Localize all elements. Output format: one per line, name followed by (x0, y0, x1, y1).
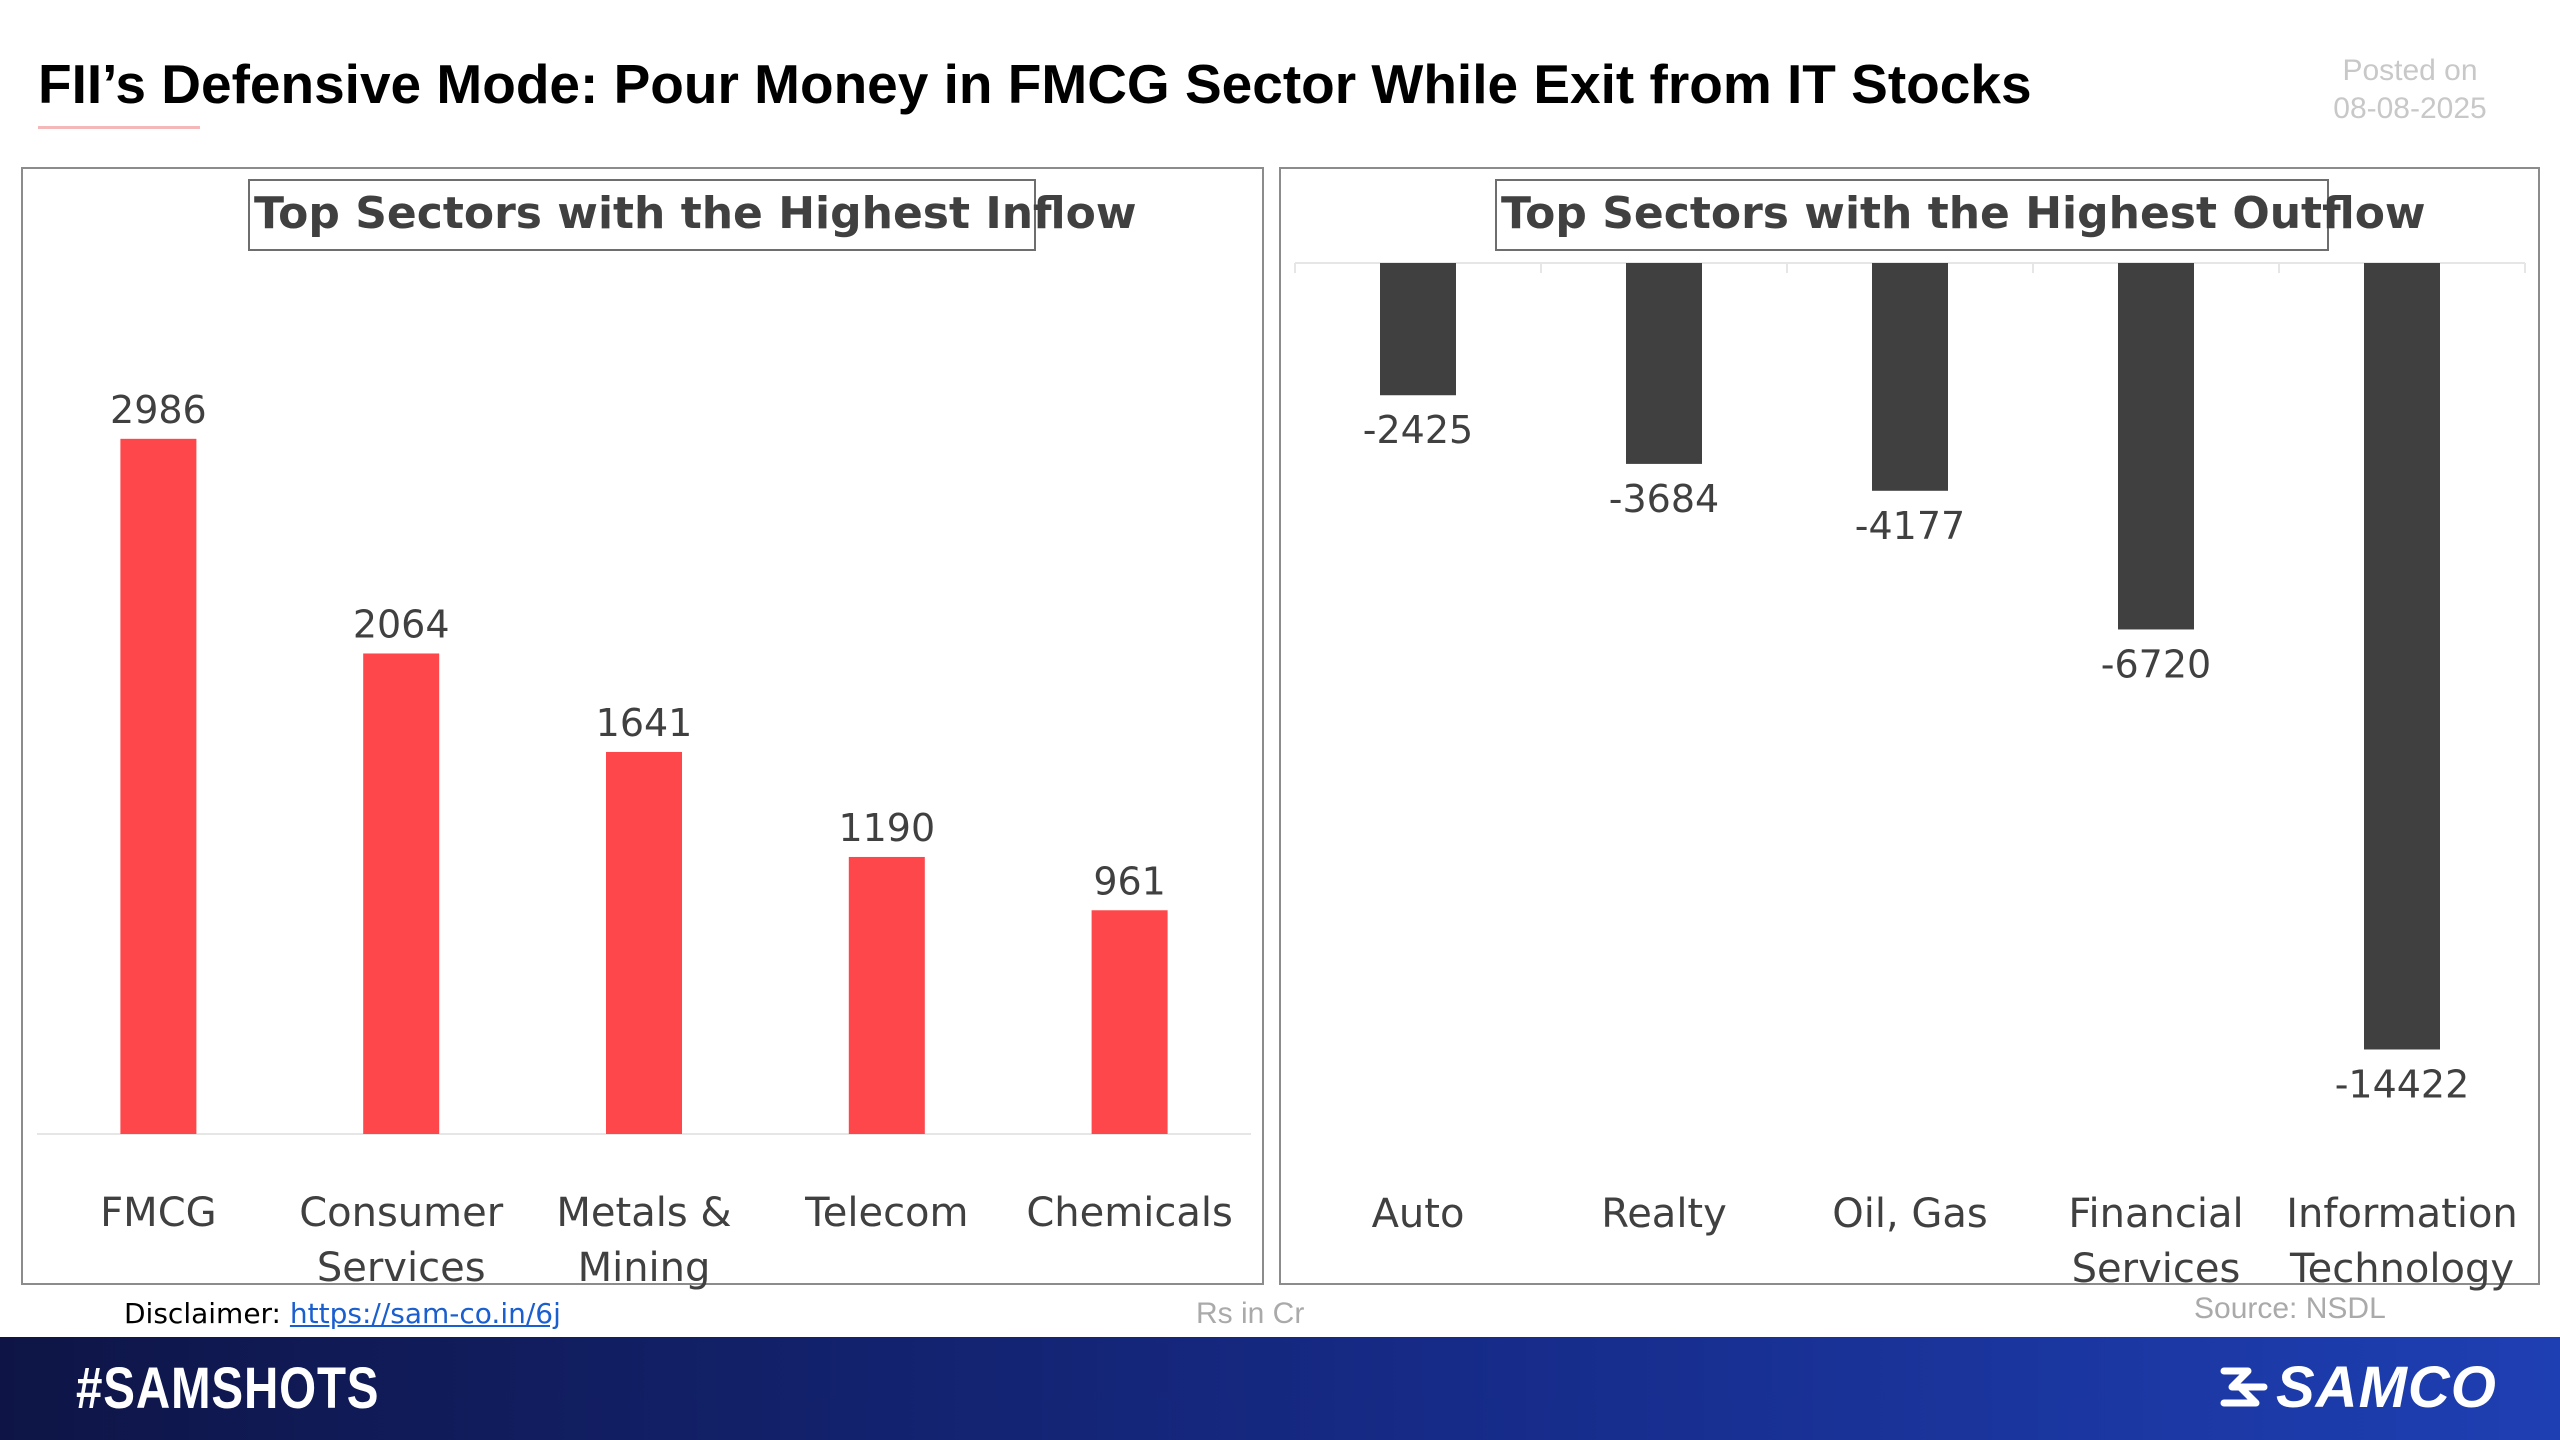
data-label: 2986 (110, 388, 207, 432)
category-label: Oil, Gas (1832, 1191, 1988, 1237)
bar (2118, 263, 2194, 630)
bar (606, 751, 682, 1134)
data-label: -3684 (1609, 477, 1719, 521)
hashtag-label: #SAMSHOTS (76, 1356, 380, 1421)
category-label: Consumer (299, 1190, 504, 1236)
bar (363, 653, 440, 1134)
category-label: Realty (1601, 1191, 1727, 1237)
category-label: Mining (578, 1245, 711, 1291)
bar (848, 856, 925, 1134)
category-label: Telecom (804, 1190, 968, 1236)
category-label: Chemicals (1026, 1190, 1232, 1236)
brand-logo: SAMCO (2218, 1355, 2497, 1420)
footer-bar: #SAMSHOTS SAMCO (0, 1337, 2560, 1440)
data-label: 961 (1093, 859, 1166, 903)
disclaimer-label: Disclaimer: (124, 1297, 281, 1330)
page-title: FII’s Defensive Mode: Pour Money in FMCG… (38, 53, 2032, 115)
category-label: Metals & (556, 1190, 731, 1236)
category-label: FMCG (100, 1190, 216, 1236)
inflow-chart: 2986 FMCG 2064 Consumer Services 1641 Metals &… (37, 388, 1251, 1291)
category-label: Technology (2289, 1246, 2514, 1292)
disclaimer: Disclaimer: https://sam-co.in/6j (124, 1297, 561, 1330)
category-label: Auto (1372, 1191, 1465, 1237)
data-label: 2064 (353, 602, 450, 646)
disclaimer-link[interactable]: https://sam-co.in/6j (289, 1297, 561, 1330)
inflow-chart-panel: Top Sectors with the Highest Inflow 2986… (21, 167, 1264, 1291)
category-label: Services (317, 1245, 486, 1291)
samco-logo-icon (2220, 1367, 2268, 1407)
bar (1091, 910, 1168, 1134)
bar (1626, 263, 1702, 464)
brand-name: SAMCO (2276, 1354, 2497, 1420)
unit-note: Rs in Cr (1196, 1297, 1305, 1330)
posted-label: Posted on (2342, 54, 2478, 87)
outflow-chart: -2425 Auto -3684 Realty -4177 Oil, Gas -6720 Fi… (1294, 262, 2526, 1292)
bar (120, 438, 197, 1134)
data-label: -2425 (1363, 408, 1473, 452)
posted-date: 08-08-2025 (2333, 92, 2487, 125)
bar (1872, 263, 1948, 491)
category-label: Financial (2068, 1191, 2243, 1237)
category-label: Services (2072, 1246, 2241, 1292)
outflow-chart-title: Top Sectors with the Highest Outflow (1495, 179, 2426, 251)
data-label: -4177 (1855, 504, 1965, 548)
data-label: 1190 (838, 806, 935, 850)
data-label: 1641 (596, 701, 693, 745)
outflow-chart-panel: Top Sectors with the Highest Outflow -24… (1279, 167, 2540, 1292)
category-label: Information (2286, 1191, 2518, 1237)
bar (1380, 263, 1456, 396)
data-label: -14422 (2335, 1062, 2470, 1106)
inflow-chart-title: Top Sectors with the Highest Inflow (248, 179, 1137, 251)
posted-info: Posted on 08-08-2025 (2300, 52, 2520, 128)
data-label: -6720 (2101, 642, 2211, 686)
source-note: Source: NSDL (2194, 1292, 2386, 1325)
bar (2364, 263, 2440, 1050)
title-underline (38, 126, 200, 129)
